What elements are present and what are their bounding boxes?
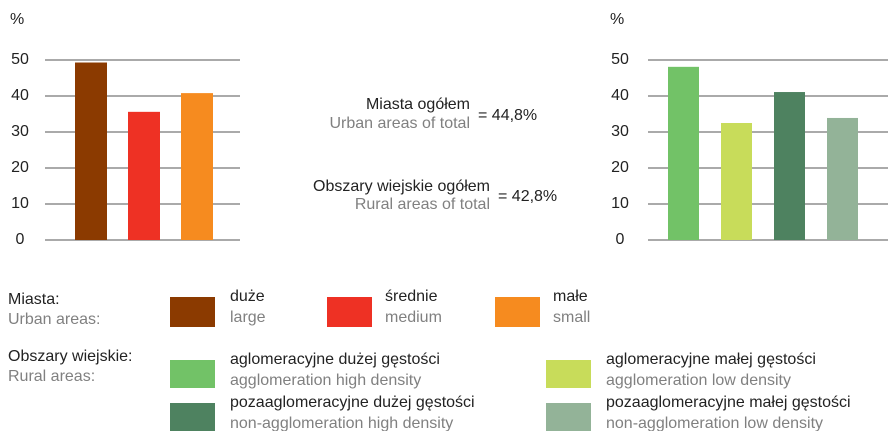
legend-label: aglomeracyjne dużej gęstości <box>230 351 440 368</box>
bar <box>721 123 752 240</box>
legend-swatch <box>170 360 215 388</box>
legend-label-en: small <box>553 309 590 326</box>
y-tick-label: 10 <box>611 195 629 212</box>
y-tick-label: 40 <box>11 87 29 104</box>
y-tick-label: 0 <box>16 231 25 248</box>
legend-swatch <box>170 403 215 431</box>
annotation-total: = 44,8% <box>478 107 537 124</box>
y-tick-label: 30 <box>611 123 629 140</box>
legend-label-en: non-agglomeration high density <box>230 415 453 431</box>
bar <box>668 66 699 240</box>
bar <box>827 117 858 240</box>
bar <box>128 111 160 240</box>
legend-label: pozaaglomeracyjne małej gęstości <box>606 394 851 411</box>
legend-label-en: non-agglomeration low density <box>606 415 823 431</box>
legend-group-label: Miasta: <box>8 291 60 308</box>
legend-group-label-en: Rural areas: <box>8 368 95 385</box>
annotation-total: = 42,8% <box>498 188 557 205</box>
y-tick-label: 40 <box>611 87 629 104</box>
annotation-label: Obszary wiejskie ogółem <box>313 178 490 195</box>
legend-swatch <box>495 297 540 327</box>
legend-swatch <box>327 297 372 327</box>
legend-label: duże <box>230 288 265 305</box>
legend-label-en: agglomeration high density <box>230 372 421 389</box>
legend-swatch <box>546 360 591 388</box>
legend-group-label-en: Urban areas: <box>8 311 101 328</box>
y-tick-label: 50 <box>611 51 629 68</box>
legend-swatch <box>170 297 215 327</box>
y-tick-label: 20 <box>11 159 29 176</box>
bar <box>181 93 213 241</box>
annotation-label-en: Urban areas of total <box>329 115 470 132</box>
legend-group-label: Obszary wiejskie: <box>8 348 132 365</box>
y-axis-label: % <box>610 11 624 28</box>
legend-label-en: agglomeration low density <box>606 372 791 389</box>
y-tick-label: 0 <box>616 231 625 248</box>
legend-label: małe <box>553 288 588 305</box>
legend-label: aglomeracyjne małej gęstości <box>606 351 816 368</box>
y-axis-label: % <box>10 11 24 28</box>
legend-swatch <box>546 403 591 431</box>
y-tick-label: 30 <box>11 123 29 140</box>
y-tick-label: 50 <box>11 51 29 68</box>
legend-label-en: large <box>230 309 266 326</box>
y-tick-label: 20 <box>611 159 629 176</box>
annotation-label-en: Rural areas of total <box>355 196 490 213</box>
legend-label-en: medium <box>385 309 442 326</box>
legend-label: średnie <box>385 288 438 305</box>
bar <box>774 92 805 240</box>
annotation-label: Miasta ogółem <box>366 96 470 113</box>
y-tick-label: 10 <box>11 195 29 212</box>
bar <box>75 62 107 240</box>
legend-label: pozaaglomeracyjne dużej gęstości <box>230 394 475 411</box>
